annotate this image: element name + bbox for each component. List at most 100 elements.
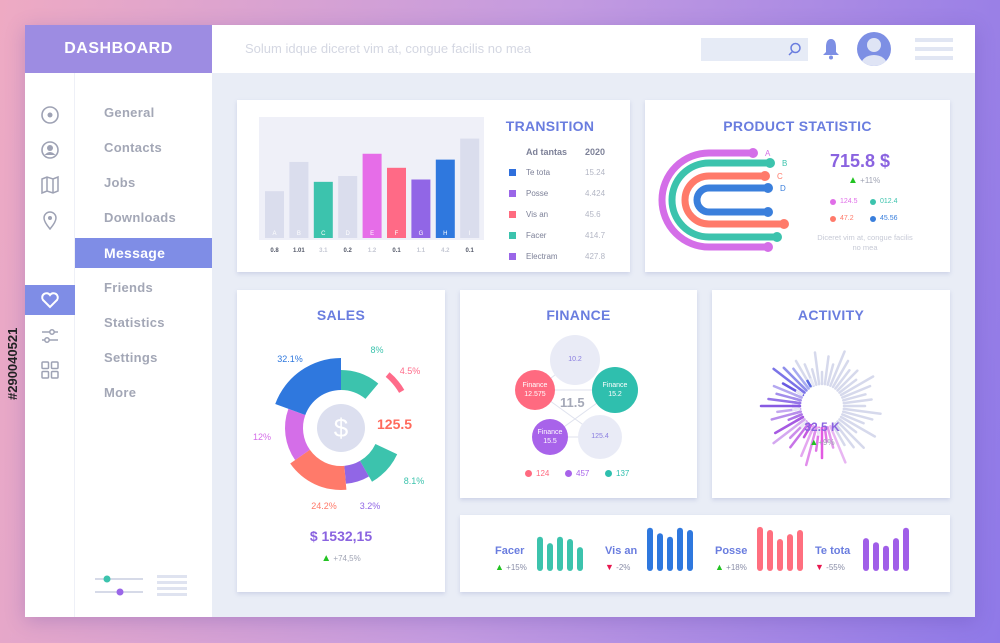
- bubble-value: 15.2: [608, 391, 622, 398]
- donut-segment: [275, 358, 341, 416]
- sidebar-item-more[interactable]: More: [104, 385, 137, 400]
- activity-spoke-inner: [792, 410, 802, 415]
- up-arrow-icon: ▲: [321, 553, 332, 564]
- mini-bar: [557, 536, 563, 571]
- legend-dot: [830, 199, 836, 205]
- segment-label: 8%: [370, 345, 383, 355]
- finance-card: FINANCE 11.5 10.2 Finance 12.575 Finance 15.…: [460, 290, 697, 498]
- sidebar-item-downloads[interactable]: Downloads: [104, 210, 177, 225]
- bubble-value: 10.2: [568, 356, 582, 363]
- map-icon[interactable]: [40, 175, 60, 195]
- activity-spoke: [839, 375, 875, 397]
- activity-spoke: [823, 355, 830, 386]
- mini-bar: [647, 527, 653, 571]
- settings-sliders-icon[interactable]: [95, 573, 190, 598]
- legend-value: 427.8: [585, 252, 606, 261]
- search-input[interactable]: [701, 38, 808, 61]
- segment-label: 24.2%: [311, 501, 337, 511]
- sidebar-item-statistics[interactable]: Statistics: [104, 315, 165, 330]
- mini-bar: [577, 547, 583, 571]
- arc-C: [681, 172, 788, 228]
- table-header-label: Ad tantas: [526, 147, 568, 157]
- nav-sidebar: General Contacts Jobs Downloads Message Frien…: [75, 73, 212, 617]
- bar-value-label: 1.1: [417, 248, 426, 254]
- sidebar-item-contacts[interactable]: Contacts: [104, 140, 163, 155]
- up-arrow-icon: ▲: [848, 175, 858, 186]
- bubble-value: 15.5: [543, 438, 557, 445]
- mini-label: Facer: [495, 545, 525, 557]
- arc-label: C: [777, 172, 783, 181]
- avatar[interactable]: [857, 32, 891, 66]
- mini-bar: [797, 530, 803, 571]
- mini-bar: [873, 542, 879, 571]
- product-change: ▲ +11%: [848, 175, 880, 186]
- activity-spoke: [842, 398, 873, 405]
- arc-end-dot: [779, 219, 789, 229]
- bubble-name: Finance: [522, 382, 548, 389]
- arc-A: [658, 149, 772, 251]
- search-icon[interactable]: [787, 42, 802, 57]
- mini-bar: [787, 534, 793, 571]
- sidebar-item-jobs[interactable]: Jobs: [104, 175, 136, 190]
- legend-swatch: [509, 190, 516, 197]
- segment-label: 4.5%: [400, 366, 421, 376]
- activity-spoke-inner: [799, 383, 808, 392]
- target-icon[interactable]: [40, 105, 60, 125]
- activity-spoke: [826, 363, 835, 386]
- activity-card: ACTIVITY 32.5 K ▲+9%: [712, 290, 950, 498]
- dashboard-window: DASHBOARD Solum idque diceret vim at, co…: [25, 25, 975, 617]
- mini-bar-chart: [647, 527, 693, 571]
- bar-value-label: 0.1: [466, 248, 475, 254]
- activity-spoke-inner: [805, 424, 813, 433]
- arc-end-dot: [763, 207, 773, 217]
- bubble-text: Finance 15.2: [585, 381, 645, 399]
- heart-icon[interactable]: [40, 290, 60, 310]
- product-amount: 715.8 $: [830, 151, 891, 171]
- up-arrow-icon: ▲: [495, 562, 504, 572]
- finance-bubble: [515, 370, 555, 410]
- activity-spoke-inner: [797, 418, 806, 426]
- transition-title: TRANSITION: [505, 118, 595, 134]
- sidebar-item-general[interactable]: General: [104, 105, 155, 120]
- down-arrow-icon: ▼: [815, 562, 824, 572]
- user-icon[interactable]: [40, 140, 60, 160]
- activity-spoke: [826, 426, 835, 449]
- grid-icon[interactable]: [40, 360, 60, 380]
- sliders-icon[interactable]: [40, 326, 60, 346]
- segment-label: 8.1%: [404, 476, 425, 486]
- bell-icon[interactable]: [821, 38, 841, 60]
- finance-bubble: [578, 415, 622, 459]
- hamburger-menu-icon[interactable]: [915, 38, 953, 65]
- activity-change: ▲+9%: [712, 437, 932, 447]
- sidebar-item-message[interactable]: Message: [75, 238, 212, 268]
- sales-donut-chart: $8% 4.5% 8.1% 3.2% 24.2% 12% 32.1%: [253, 345, 425, 511]
- table-header-year: 2020: [585, 147, 606, 157]
- up-arrow-icon: ▲: [715, 562, 724, 572]
- finance-bubble: [550, 335, 600, 385]
- activity-spoke-inner: [809, 425, 815, 435]
- donut-segment: [360, 444, 398, 482]
- activity-spoke-inner: [792, 407, 801, 412]
- legend-value: 45.56: [880, 215, 898, 222]
- bar-category-label: H: [443, 231, 447, 237]
- legend-dot: [870, 216, 876, 222]
- mini-change: ▲ +18%: [715, 562, 747, 572]
- transition-bar-chart: A 0.8 B 1.01 C 3.1 D 0.2 E 1.2 F 0.1 G 1.1 H 4.2 I 0.1: [259, 117, 484, 254]
- mini-bar: [883, 545, 889, 571]
- bar-value-label: 0.1: [392, 248, 401, 254]
- donut-segment: [285, 408, 310, 461]
- legend-value: 012.4: [880, 198, 898, 205]
- activity-spoke-inner: [792, 397, 802, 402]
- activity-spoke: [842, 393, 867, 402]
- legend-label: Vis an: [526, 210, 549, 219]
- pin-icon[interactable]: [40, 210, 60, 230]
- mini-bar-chart: [537, 536, 583, 571]
- sidebar-item-friends[interactable]: Friends: [104, 280, 154, 295]
- bubble-value: 12.575: [524, 391, 546, 398]
- svg-text:$: $: [334, 413, 349, 443]
- sidebar-item-settings[interactable]: Settings: [104, 350, 158, 365]
- sales-total: $ 1532,15: [309, 528, 373, 544]
- arc-label: B: [782, 159, 787, 168]
- activity-spoke-inner: [792, 400, 801, 405]
- legend-swatch: [509, 211, 516, 218]
